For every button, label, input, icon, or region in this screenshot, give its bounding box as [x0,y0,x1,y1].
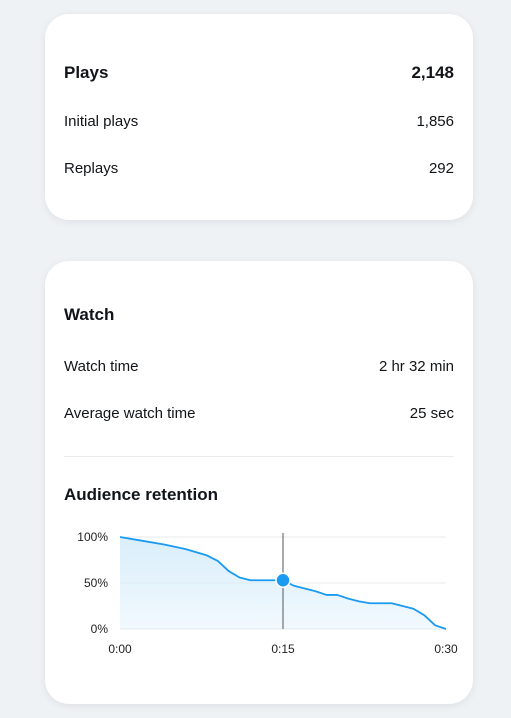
chart-highlight[interactable] [275,533,291,629]
watch-card: Watch Watch time 2 hr 32 min Average wat… [45,261,473,704]
average-watch-time-value: 25 sec [409,405,454,422]
plays-header: Plays 2,148 [64,63,454,83]
chart-axis-labels: 100% 50% 0% 0:00 0:15 0:30 [77,530,458,656]
plays-card: Plays 2,148 Initial plays 1,856 Replays … [45,14,473,220]
initial-plays-row: Initial plays 1,856 [64,112,454,132]
watch-time-value: 2 hr 32 min [378,358,454,375]
watch-time-label: Watch time [64,358,139,375]
watch-time-row: Watch time 2 hr 32 min [64,357,454,377]
plays-total: 2,148 [411,63,454,82]
audience-retention-title: Audience retention [64,485,218,504]
y-tick-label: 100% [77,530,108,544]
average-watch-time-label: Average watch time [64,405,196,422]
initial-plays-value: 1,856 [416,113,454,130]
x-tick-label: 0:15 [271,642,295,656]
divider [64,456,454,457]
replays-label: Replays [64,160,119,177]
watch-header: Watch [64,305,454,325]
watch-title: Watch [64,305,115,324]
x-tick-label: 0:30 [434,642,458,656]
replays-value: 292 [428,160,454,177]
y-tick-label: 0% [91,622,109,636]
initial-plays-label: Initial plays [64,113,139,130]
y-tick-label: 50% [84,576,108,590]
audience-retention-chart[interactable]: 100% 50% 0% 0:00 0:15 0:30 [45,525,473,656]
plays-title: Plays [64,63,109,82]
average-watch-time-row: Average watch time 25 sec [64,404,454,424]
replays-row: Replays 292 [64,159,454,179]
hover-point[interactable] [275,572,291,588]
x-tick-label: 0:00 [108,642,132,656]
retention-line [119,536,447,630]
